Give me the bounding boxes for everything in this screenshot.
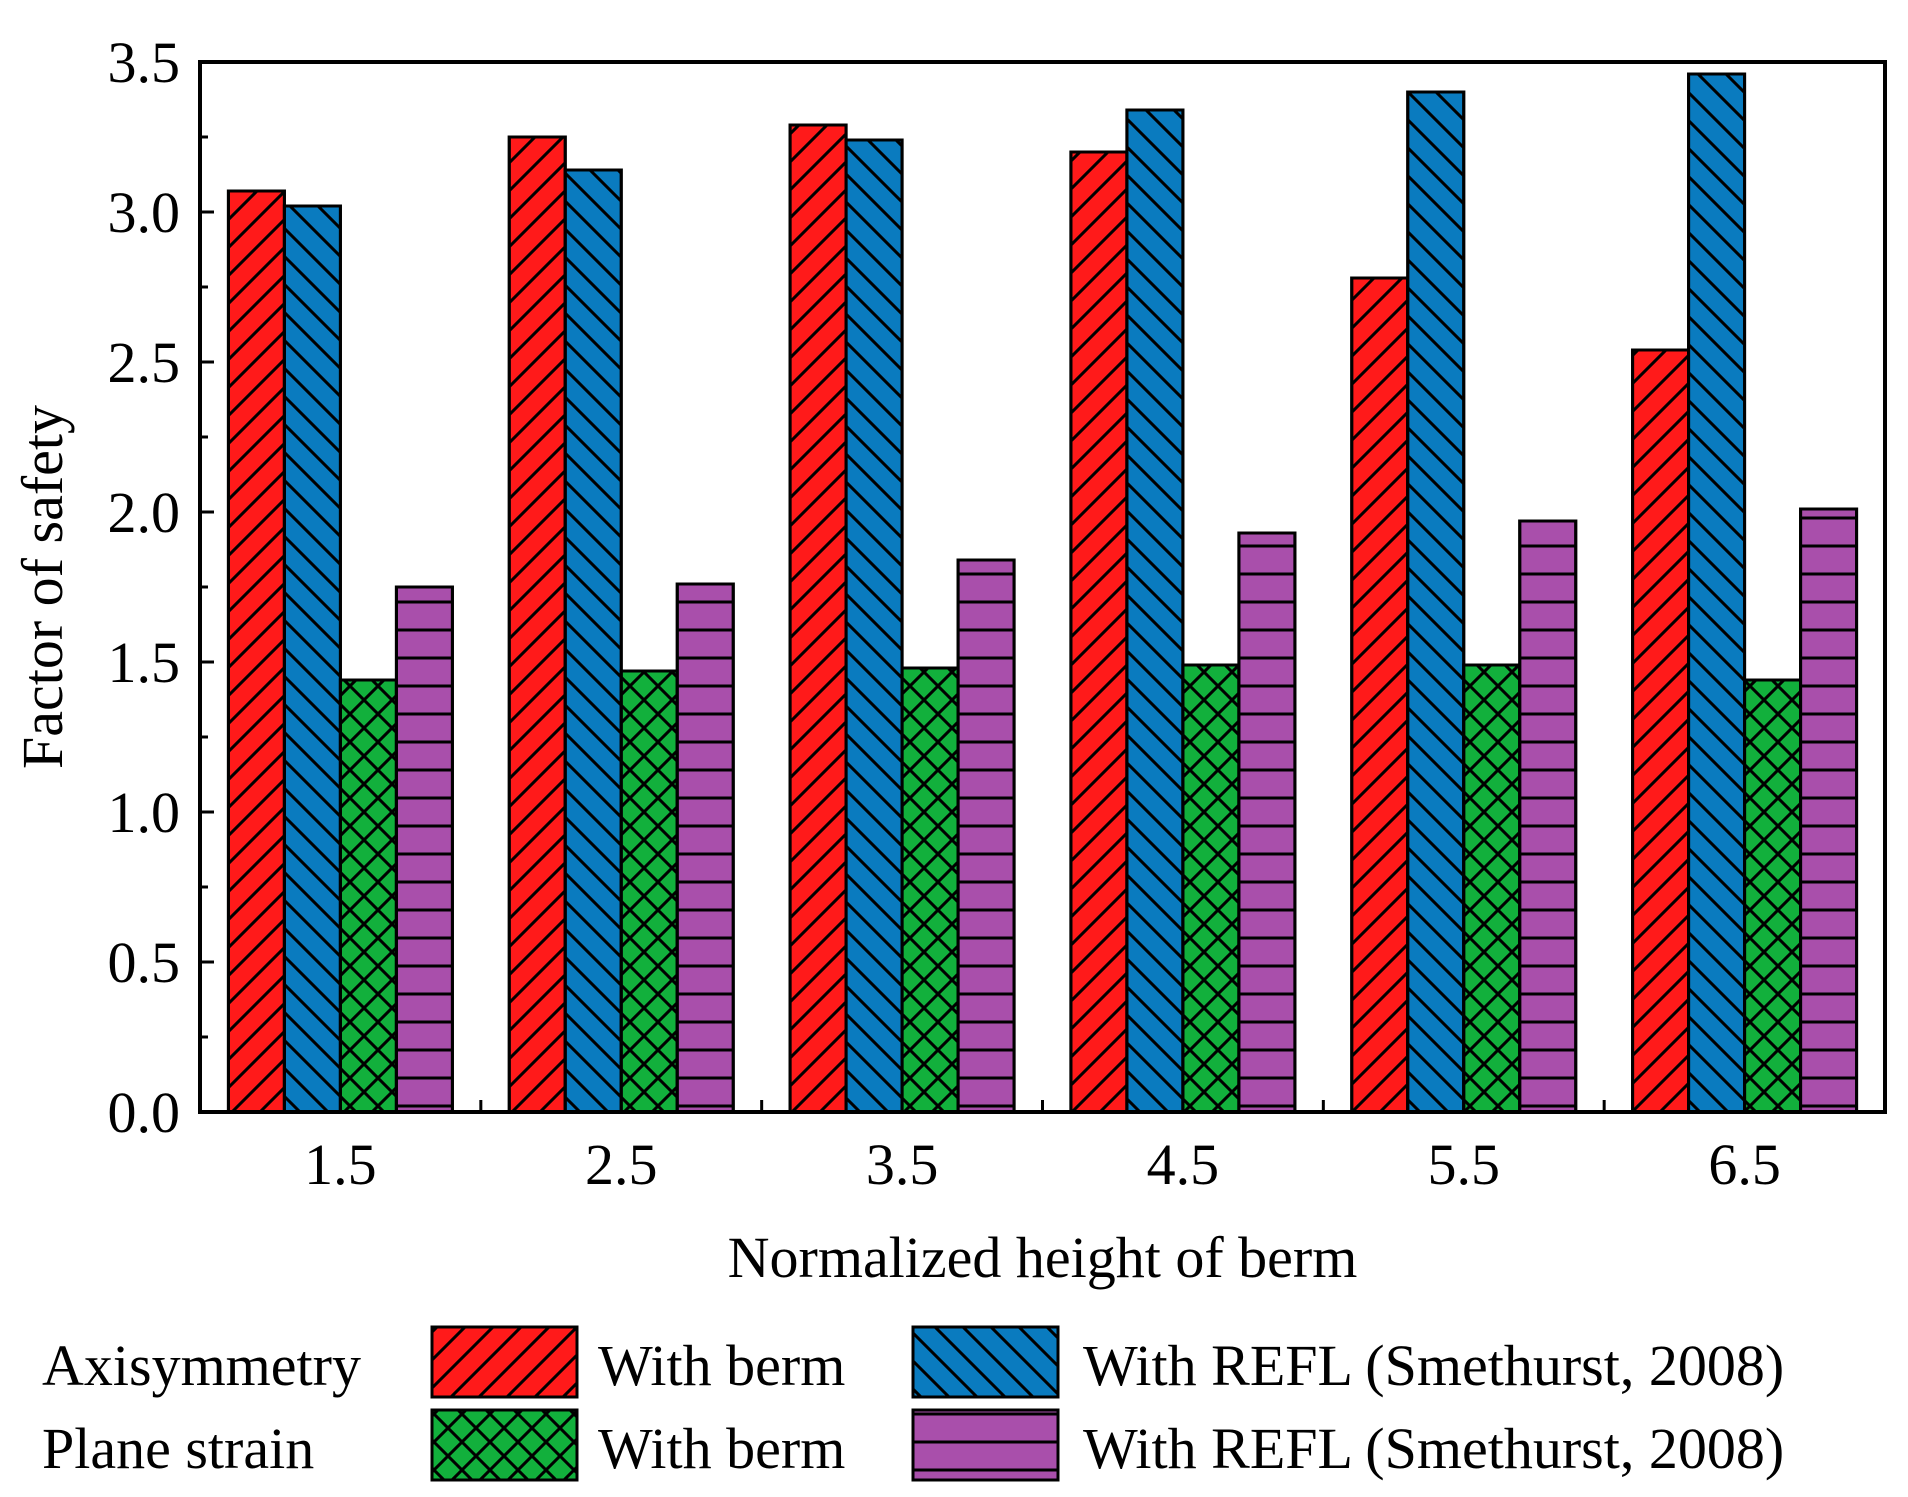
legend-swatch-hatch-axisymmetry-with-refl	[911, 1325, 1060, 1399]
bar-hatch-plane-strain-with-berm-4.5	[1181, 663, 1241, 1114]
y-tick-label-0.5: 0.5	[108, 930, 181, 995]
bar-hatch-plane-strain-with-refl-smethurst-2008-2.5	[675, 582, 735, 1114]
y-tick-label-2.0: 2.0	[108, 480, 181, 545]
bar-hatch-axisymmetry-with-refl-smethurst-2008-6.5	[1687, 72, 1747, 1114]
legend: Axisymmetry Plane strain With berm With …	[42, 1325, 1784, 1482]
bar-hatch-axisymmetry-with-refl-smethurst-2008-5.5	[1406, 90, 1466, 1114]
legend-entry-axisymmetry-with-berm: With berm	[430, 1325, 845, 1399]
legend-label-plane-strain-with-refl: With REFL (Smethurst, 2008)	[1083, 1416, 1784, 1481]
bar-hatch-axisymmetry-with-refl-smethurst-2008-1.5	[282, 204, 342, 1114]
bar-hatch-plane-strain-with-berm-6.5	[1743, 678, 1803, 1114]
x-tick-label-4.5: 4.5	[1147, 1132, 1220, 1197]
legend-entry-axisymmetry-with-refl: With REFL (Smethurst, 2008)	[911, 1325, 1784, 1399]
bar-hatch-axisymmetry-with-berm-5.5	[1350, 276, 1410, 1114]
bar-hatch-axisymmetry-with-berm-1.5	[226, 189, 286, 1114]
bar-hatch-axisymmetry-with-berm-2.5	[507, 135, 567, 1114]
bar-hatch-axisymmetry-with-refl-smethurst-2008-3.5	[844, 138, 904, 1114]
x-tick-label-1.5: 1.5	[304, 1132, 377, 1197]
bar-hatch-plane-strain-with-refl-smethurst-2008-4.5	[1237, 531, 1297, 1114]
bar-hatch-plane-strain-with-refl-smethurst-2008-3.5	[956, 558, 1016, 1114]
x-tick-label-6.5: 6.5	[1708, 1132, 1781, 1197]
bar-hatch-axisymmetry-with-berm-3.5	[788, 123, 848, 1114]
legend-label-axisymmetry-with-berm: With berm	[598, 1333, 845, 1398]
legend-swatch-hatch-axisymmetry-with-berm	[430, 1325, 579, 1399]
legend-label-axisymmetry-with-refl: With REFL (Smethurst, 2008)	[1083, 1333, 1784, 1398]
x-axis: 1.5 2.5 3.5 4.5 5.5 6.5	[304, 1100, 1781, 1197]
legend-swatch-hatch-plane-strain-with-berm	[430, 1408, 579, 1482]
y-tick-label-3.0: 3.0	[108, 180, 181, 245]
bar-hatch-plane-strain-with-refl-smethurst-2008-5.5	[1518, 519, 1578, 1114]
bar-hatch-axisymmetry-with-refl-smethurst-2008-4.5	[1125, 108, 1185, 1114]
bar-hatch-axisymmetry-with-berm-6.5	[1631, 348, 1691, 1114]
legend-entry-plane-strain-with-refl: With REFL (Smethurst, 2008)	[911, 1408, 1784, 1482]
bar-hatch-plane-strain-with-berm-2.5	[619, 669, 679, 1114]
y-tick-label-1.5: 1.5	[108, 630, 181, 695]
legend-row-label-axisymmetry: Axisymmetry	[42, 1333, 361, 1398]
legend-entry-plane-strain-with-berm: With berm	[430, 1408, 845, 1482]
legend-row-label-plane-strain: Plane strain	[42, 1416, 314, 1481]
bar-hatch-plane-strain-with-berm-5.5	[1462, 663, 1522, 1114]
y-tick-label-0.0: 0.0	[108, 1080, 181, 1145]
y-axis-title: Factor of safety	[10, 405, 75, 769]
x-tick-label-2.5: 2.5	[585, 1132, 658, 1197]
y-tick-label-3.5: 3.5	[108, 30, 181, 95]
y-axis: 0.0 0.5 1.0 1.5 2.0 2.5 3.0 3.5	[108, 30, 214, 1145]
y-tick-label-2.5: 2.5	[108, 330, 181, 395]
bar-hatch-plane-strain-with-refl-smethurst-2008-6.5	[1799, 507, 1859, 1114]
bar-hatch-axisymmetry-with-refl-smethurst-2008-2.5	[563, 168, 623, 1114]
bar-hatch-plane-strain-with-berm-3.5	[900, 666, 960, 1114]
x-tick-label-3.5: 3.5	[866, 1132, 939, 1197]
legend-label-plane-strain-with-berm: With berm	[598, 1416, 845, 1481]
bars-layer	[226, 72, 1859, 1114]
bar-hatch-plane-strain-with-refl-smethurst-2008-1.5	[394, 585, 454, 1114]
bar-hatch-axisymmetry-with-berm-4.5	[1069, 150, 1129, 1114]
x-tick-label-5.5: 5.5	[1428, 1132, 1501, 1197]
x-axis-title: Normalized height of berm	[728, 1225, 1358, 1290]
legend-swatch-hatch-plane-strain-with-refl	[911, 1408, 1060, 1482]
bar-hatch-plane-strain-with-berm-1.5	[338, 678, 398, 1114]
y-tick-label-1.0: 1.0	[108, 780, 181, 845]
